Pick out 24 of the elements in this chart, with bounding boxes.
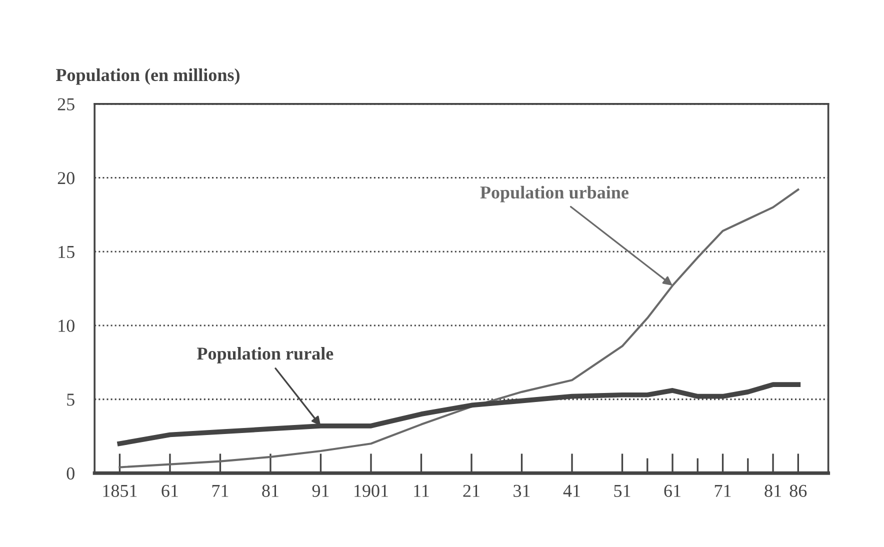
x-tick-label: 41 bbox=[563, 484, 580, 497]
x-tick-label: 81 bbox=[262, 484, 278, 497]
x-tick-label: 81 bbox=[764, 484, 781, 497]
x-tick-label: 71 bbox=[212, 484, 228, 497]
text: Population rurale bbox=[197, 347, 334, 364]
x-tick-label: 21 bbox=[463, 484, 480, 497]
x-tick-label: 61 bbox=[162, 484, 178, 497]
x-tick-label: 11 bbox=[414, 484, 429, 497]
x-tick-label: 71 bbox=[714, 484, 731, 497]
x-tick-label: 91 bbox=[312, 484, 329, 497]
x-tick-label: 61 bbox=[664, 484, 680, 497]
y-tick-label: 15 bbox=[58, 246, 74, 258]
y-tick-label: 0 bbox=[66, 467, 74, 480]
y-tick-label: 20 bbox=[58, 172, 74, 184]
y-axis-title: Population (en millions) bbox=[56, 68, 240, 85]
x-tick-label: 51 bbox=[614, 484, 630, 497]
y-tick-label: 25 bbox=[58, 98, 74, 110]
y-tick-label: 10 bbox=[58, 320, 74, 332]
x-tick-label: 1901 bbox=[354, 484, 388, 497]
text: Population urbaine bbox=[480, 186, 628, 202]
y-tick-label: 5 bbox=[67, 394, 74, 406]
x-tick-label: 31 bbox=[514, 484, 530, 497]
x-tick-label: 86 bbox=[790, 484, 807, 497]
x-tick-label: 1851 bbox=[103, 484, 137, 497]
